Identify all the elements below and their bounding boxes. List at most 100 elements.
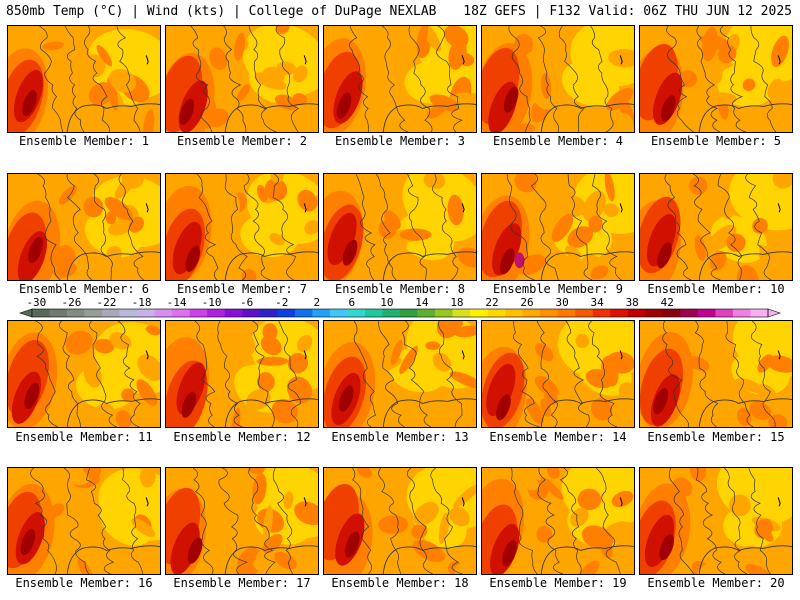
isotherm-line <box>196 174 219 280</box>
colorbar-swatch <box>84 309 103 317</box>
temperature-field <box>166 174 318 280</box>
coastline <box>698 545 792 574</box>
isotherm-line <box>430 468 463 574</box>
coastline <box>224 398 318 427</box>
isotherm-line <box>378 468 402 574</box>
wind-barb-icon <box>145 350 149 360</box>
map-title: 850mb Temp (°C) | Wind (kts) | College o… <box>6 4 437 19</box>
ensemble-member-label: Ensemble Member: 1 <box>18 134 150 148</box>
ensemble-member-label: Ensemble Member: 5 <box>650 134 782 148</box>
isotherm-line <box>559 468 582 574</box>
isotherm-line <box>511 468 538 574</box>
colorbar-tick-label: -22 <box>97 296 117 309</box>
coastline <box>382 103 476 132</box>
colorbar-swatch <box>329 309 348 317</box>
isotherm-line <box>558 26 585 132</box>
isotherm-line <box>537 468 563 574</box>
isotherm-line <box>85 468 115 574</box>
colorbar-tick-label: -30 <box>26 296 46 309</box>
colorbar-tick-label: 34 <box>591 296 605 309</box>
isotherm-line <box>565 321 590 427</box>
temperature-field <box>8 26 160 132</box>
colorbar-swatch <box>154 309 173 317</box>
isotherm-line <box>506 174 535 280</box>
ensemble-member-map <box>639 320 793 428</box>
colorbar-swatch <box>540 309 559 317</box>
isotherm-line <box>508 26 531 132</box>
isotherm-line <box>401 321 432 427</box>
isotherm-line <box>89 321 117 427</box>
colorbar-swatch <box>137 309 155 317</box>
wind-barb-icon <box>777 203 781 213</box>
isotherm-line <box>408 26 433 132</box>
isotherm-line <box>725 321 754 427</box>
ensemble-member-label: Ensemble Member: 16 <box>15 576 153 590</box>
isotherm-line <box>436 26 463 132</box>
isotherm-line <box>696 26 721 132</box>
ensemble-member-map <box>323 467 477 575</box>
isotherm-line <box>348 26 369 132</box>
colorbar-swatch <box>592 309 611 317</box>
isotherm-line <box>63 468 89 574</box>
ensemble-member-label: Ensemble Member: 19 <box>489 576 627 590</box>
isotherm-line <box>719 26 746 132</box>
isotherm-line <box>567 174 593 280</box>
ensemble-member-map <box>481 25 635 133</box>
wind-barb-icon <box>619 55 623 65</box>
isotherm-line <box>381 26 408 132</box>
temperature-field <box>324 174 476 280</box>
wind-barb-icon <box>303 350 307 360</box>
isotherm-line <box>190 26 213 132</box>
temperature-field <box>166 26 318 132</box>
isotherm-line <box>750 321 776 427</box>
colorbar-swatch <box>662 309 681 317</box>
colorbar-swatch <box>32 309 50 317</box>
ensemble-member-label: Ensemble Member: 6 <box>18 282 150 296</box>
wind-barb-icon <box>303 55 307 65</box>
isotherm-line <box>406 468 433 574</box>
temperature-field <box>324 468 476 574</box>
colorbar-swatch <box>452 309 471 317</box>
isotherm-line <box>39 26 64 132</box>
colorbar-swatch <box>610 309 629 317</box>
colorbar-tick-label: 2 <box>313 296 320 309</box>
ensemble-member-label: Ensemble Member: 9 <box>492 282 624 296</box>
wind-barb-icon <box>461 55 465 65</box>
isotherm-line <box>217 321 243 427</box>
temperature-field <box>640 26 792 132</box>
isotherm-line <box>431 174 459 280</box>
ensemble-member-label: Ensemble Member: 13 <box>331 430 469 444</box>
coastline <box>698 251 792 280</box>
coastline <box>224 251 318 280</box>
colorbar-swatch <box>119 309 138 317</box>
ensemble-member-label: Ensemble Member: 17 <box>173 576 311 590</box>
temperature-field <box>8 468 160 574</box>
temperature-field <box>8 174 160 280</box>
isotherm-line <box>30 468 57 574</box>
ensemble-member-map <box>7 173 161 281</box>
temperature-field <box>166 321 318 427</box>
isotherm-line <box>588 321 618 427</box>
isotherm-line <box>748 468 771 574</box>
colorbar-swatch <box>715 309 734 317</box>
isotherm-line <box>278 321 302 427</box>
colorbar-swatch <box>417 309 436 317</box>
isotherm-line <box>35 321 58 427</box>
ensemble-member-label: Ensemble Member: 2 <box>176 134 308 148</box>
isotherm-line <box>717 174 743 280</box>
wind-barb-icon <box>461 350 465 360</box>
wind-barb-icon <box>777 497 781 507</box>
ensemble-member-map <box>7 320 161 428</box>
colorbar-tick-label: 18 <box>450 296 463 309</box>
coastline <box>382 398 476 427</box>
wind-barb-icon <box>777 55 781 65</box>
ensemble-member-map <box>7 25 161 133</box>
isotherm-line <box>694 321 719 427</box>
colorbar-tick-label: -10 <box>202 296 222 309</box>
colorbar-swatch <box>645 309 664 317</box>
ensemble-member-label: Ensemble Member: 14 <box>489 430 627 444</box>
isotherm-line <box>84 26 110 132</box>
coastline <box>66 545 160 574</box>
wind-barb-icon <box>619 497 623 507</box>
isotherm-line <box>664 174 692 280</box>
